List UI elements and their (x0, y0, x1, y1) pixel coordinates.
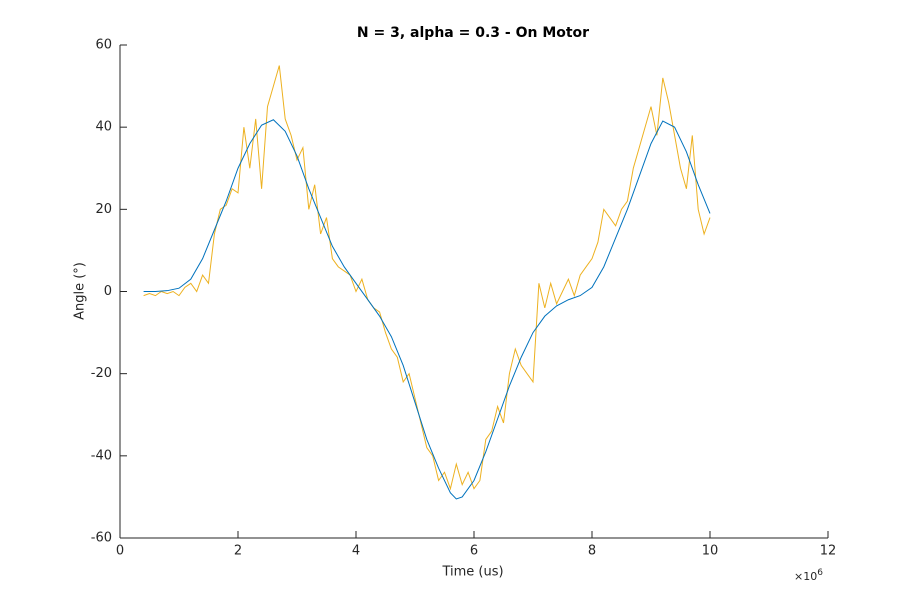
y-tick-label: -40 (91, 448, 112, 463)
x-multiplier-exponent: 6 (817, 568, 823, 578)
x-tick-label: 8 (588, 544, 596, 559)
x-tick-label: 0 (116, 544, 124, 559)
x-tick-label: 6 (470, 544, 478, 559)
x-tick-label: 4 (352, 544, 360, 559)
x-axis-label: Time (us) (441, 565, 503, 580)
y-tick-label: 0 (104, 284, 112, 299)
x-multiplier: ×106 (794, 568, 823, 584)
x-multiplier-base: ×10 (794, 570, 817, 583)
data-line (143, 65, 711, 491)
y-tick-label: -60 (91, 531, 112, 546)
data-line (143, 119, 711, 500)
x-tick-label: 10 (702, 544, 719, 559)
y-tick-label: 20 (95, 202, 112, 217)
x-tick-label: 2 (234, 544, 242, 559)
y-tick-label: -20 (91, 366, 112, 381)
chart-title: N = 3, alpha = 0.3 - On Motor (357, 25, 589, 41)
y-tick-label: 40 (95, 120, 112, 135)
y-axis-label: Angle (°) (73, 262, 88, 320)
y-tick-label: 60 (95, 38, 112, 53)
x-tick-label: 12 (820, 544, 837, 559)
